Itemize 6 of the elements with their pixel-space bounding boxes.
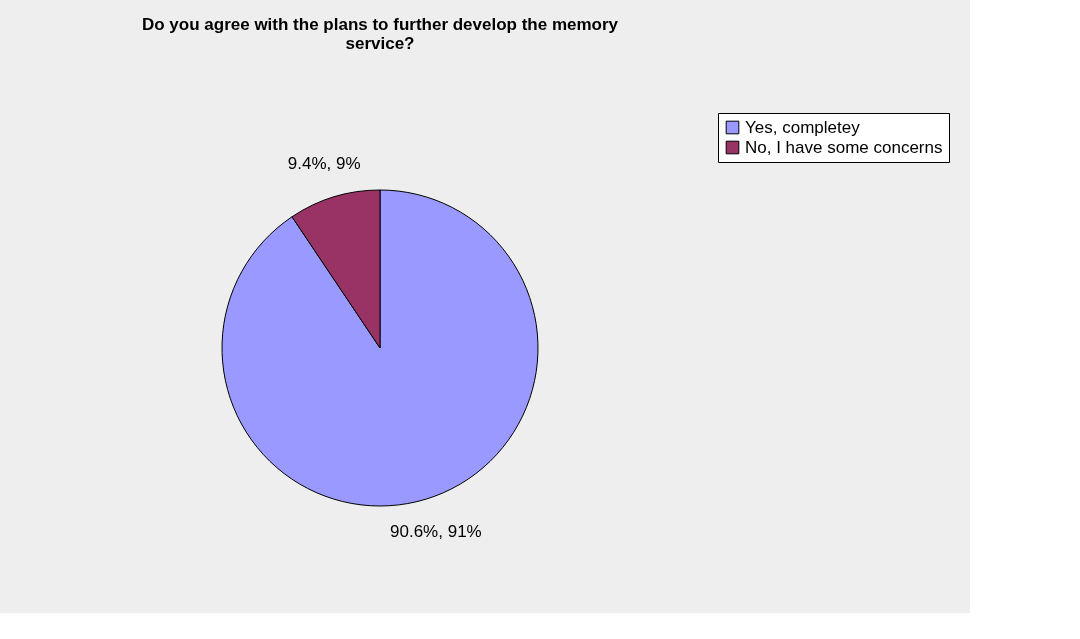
chart-title: Do you agree with the plans to further develop the memory service? — [141, 14, 619, 53]
legend-label: No, I have some concerns — [745, 137, 943, 157]
data-label: 90.6%, 91% — [390, 521, 482, 541]
data-label: 9.4%, 9% — [287, 154, 361, 174]
legend-label: Yes, completey — [745, 117, 861, 137]
pie-slice — [221, 189, 539, 507]
